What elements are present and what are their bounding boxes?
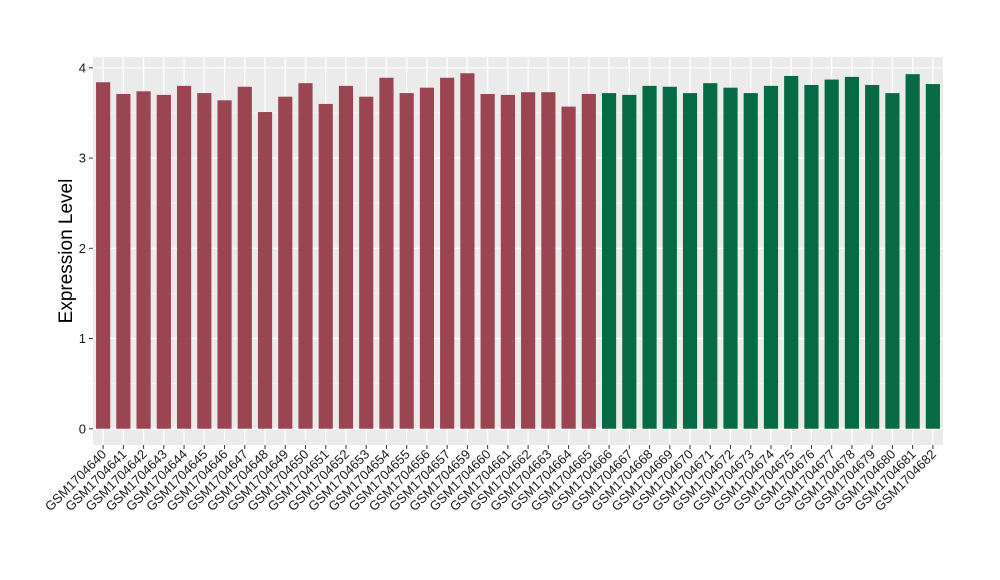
bar-GSM1704677: [824, 79, 839, 429]
bar-GSM1704673: [743, 93, 758, 429]
bar-GSM1704651: [318, 103, 333, 429]
bar-GSM1704655: [399, 93, 414, 429]
bar-GSM1704666: [601, 93, 617, 429]
bar-GSM1704647: [237, 86, 252, 429]
bar-GSM1704649: [278, 96, 293, 429]
bar-GSM1704662: [521, 92, 536, 429]
bar-GSM1704672: [723, 87, 738, 429]
bar-GSM1704653: [359, 96, 374, 429]
y-axis-title: Expression Level: [56, 179, 77, 324]
bar-GSM1704669: [662, 86, 677, 429]
bar-GSM1704670: [682, 93, 698, 429]
bar-GSM1704648: [257, 112, 273, 429]
bar-GSM1704641: [116, 93, 131, 429]
bar-GSM1704661: [500, 94, 515, 429]
bar-GSM1704657: [440, 77, 455, 429]
bar-GSM1704682: [925, 84, 940, 429]
bar-GSM1704671: [703, 83, 718, 429]
x-axis: GSM1704640GSM1704641GSM1704642GSM1704643…: [42, 445, 939, 514]
bar-GSM1704681: [905, 74, 920, 429]
bar-GSM1704660: [480, 93, 495, 429]
bar-GSM1704643: [156, 94, 171, 429]
bar-GSM1704674: [763, 85, 779, 429]
bar-GSM1704645: [197, 93, 212, 429]
bar-GSM1704646: [217, 100, 232, 429]
bar-GSM1704675: [784, 75, 799, 429]
bar-GSM1704654: [379, 77, 394, 429]
plot-panel: [93, 57, 943, 445]
y-tick-label: 1: [79, 331, 86, 346]
bar-GSM1704679: [865, 84, 880, 429]
bar-GSM1704644: [176, 85, 192, 429]
bar-GSM1704676: [804, 84, 819, 429]
bar-GSM1704642: [136, 91, 151, 429]
y-tick-label: 0: [79, 421, 86, 436]
y-tick-label: 4: [79, 60, 86, 75]
bar-GSM1704665: [581, 93, 596, 429]
y-tick-label: 3: [79, 151, 86, 166]
y-tick-label: 2: [79, 241, 86, 256]
bar-GSM1704659: [460, 73, 475, 429]
bar-GSM1704656: [419, 87, 435, 429]
y-axis: 0 1 2 3 4: [79, 60, 93, 436]
bar-GSM1704640: [96, 82, 111, 429]
bar-GSM1704668: [642, 85, 657, 429]
bar-GSM1704680: [885, 93, 900, 429]
bars: [96, 73, 940, 429]
bar-GSM1704652: [338, 85, 354, 429]
bar-GSM1704678: [844, 76, 860, 429]
bar-GSM1704650: [298, 83, 313, 429]
bar-GSM1704663: [541, 92, 556, 429]
bar-GSM1704667: [622, 94, 637, 429]
bar-GSM1704664: [561, 106, 576, 429]
